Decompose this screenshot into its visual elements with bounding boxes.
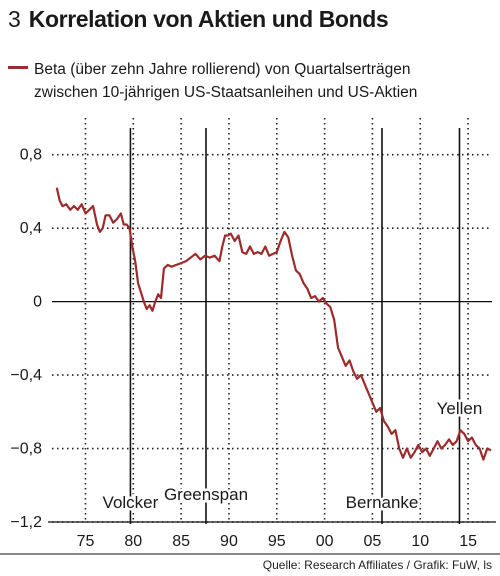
x-tick-label: 90 xyxy=(220,533,238,550)
x-tick-label: 00 xyxy=(316,533,334,550)
legend-line-2: zwischen 10-jährigen US-Staatsanleihen u… xyxy=(34,84,418,101)
x-tick-label: 80 xyxy=(124,533,142,550)
annotation-label: Volcker xyxy=(103,493,159,512)
source-note: Quelle: Research Affiliates / Grafik: Fu… xyxy=(262,558,492,572)
y-tick-label: −0,4 xyxy=(10,367,42,384)
y-tick-label: 0,8 xyxy=(20,147,42,164)
series-line xyxy=(55,187,492,461)
legend: Beta (über zehn Jahre rollierend) von Qu… xyxy=(8,58,496,104)
legend-line-1: Beta (über zehn Jahre rollierend) von Qu… xyxy=(34,61,411,78)
y-tick-label: −0,8 xyxy=(10,441,42,458)
y-tick-label: 0 xyxy=(33,294,42,311)
x-tick-label: 15 xyxy=(459,533,477,550)
chart-title: Korrelation von Aktien und Bonds xyxy=(28,6,389,32)
x-tick-label: 95 xyxy=(268,533,286,550)
y-tick-label: 0,4 xyxy=(20,220,42,237)
x-tick-label: 05 xyxy=(364,533,382,550)
chart-header: 3 Korrelation von Aktien und Bonds xyxy=(8,6,389,33)
title-row: 3 Korrelation von Aktien und Bonds xyxy=(8,6,389,33)
annotation-label: Greenspan xyxy=(164,485,248,504)
chart-number: 3 xyxy=(8,6,21,32)
legend-swatch xyxy=(8,66,28,69)
x-tick-label: 75 xyxy=(77,533,95,550)
x-tick-label: 10 xyxy=(411,533,429,550)
legend-text: Beta (über zehn Jahre rollierend) von Qu… xyxy=(34,58,496,104)
annotation-label: Yellen xyxy=(437,399,483,418)
annotation-label: Bernanke xyxy=(346,493,419,512)
y-tick-label: −1,2 xyxy=(10,514,42,531)
x-tick-label: 85 xyxy=(172,533,190,550)
